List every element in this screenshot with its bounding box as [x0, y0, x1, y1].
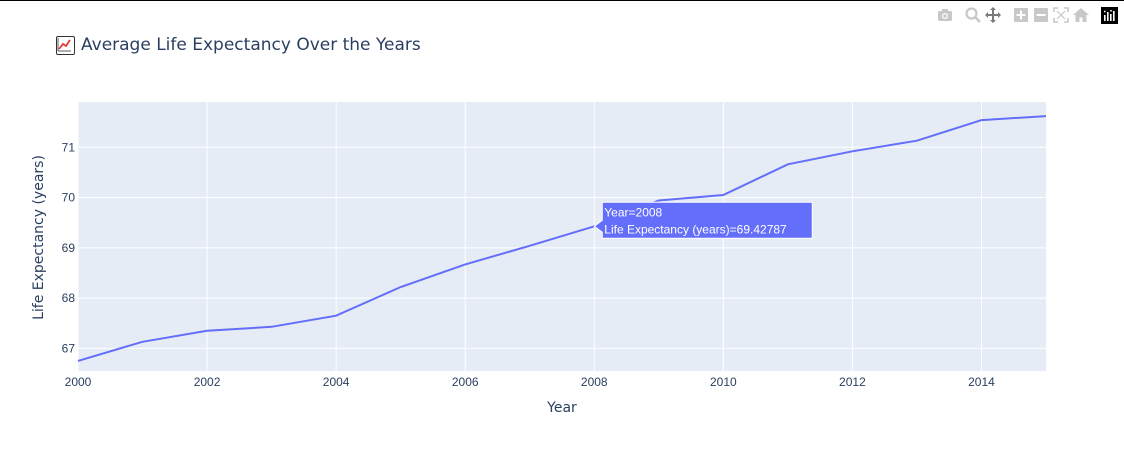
chart-title: Average Life Expectancy Over the Years: [56, 35, 421, 55]
camera-icon[interactable]: [935, 5, 955, 25]
x-tick-label: 2010: [710, 375, 737, 389]
reset-axes-icon[interactable]: [1071, 5, 1091, 25]
tooltip-year: Year=2008: [604, 205, 662, 219]
zoom-in-icon[interactable]: [1011, 5, 1031, 25]
x-tick-label: 2008: [581, 375, 608, 389]
y-tick-label: 71: [62, 140, 76, 154]
gridlines: [77, 102, 1046, 371]
x-tick-label: 2002: [194, 375, 221, 389]
autoscale-icon[interactable]: [1051, 5, 1071, 25]
zoom-out-icon[interactable]: [1031, 5, 1051, 25]
y-tick-label: 68: [62, 291, 76, 305]
series-line: [77, 115, 1047, 362]
x-axis-ticks: 2000 2002 2004 2006 2008 2010 2012 2014: [65, 375, 995, 389]
y-axis-ticks: 67 68 69 70 71: [62, 140, 76, 355]
chart-increasing-icon: [56, 35, 75, 55]
x-tick-label: 2006: [452, 375, 479, 389]
chart-title-text: Average Life Expectancy Over the Years: [81, 35, 421, 55]
y-tick-label: 69: [62, 241, 76, 255]
x-tick-label: 2014: [968, 375, 995, 389]
y-tick-label: 67: [62, 341, 76, 355]
zoom-icon[interactable]: [963, 5, 983, 25]
x-axis-title: Year: [546, 400, 577, 416]
y-axis-title: Life Expectancy (years): [31, 155, 47, 320]
x-tick-label: 2012: [839, 375, 866, 389]
hover-tooltip: Year=2008 Life Expectancy (years)=69.427…: [593, 201, 813, 239]
modebar: [935, 5, 1118, 25]
tooltip-box: [593, 201, 813, 239]
pan-icon[interactable]: [983, 5, 1003, 25]
plotly-logo-icon[interactable]: [1101, 6, 1118, 24]
x-tick-label: 2004: [323, 375, 350, 389]
y-tick-label: 70: [62, 191, 76, 205]
tooltip-value: Life Expectancy (years)=69.42787: [604, 222, 787, 236]
x-tick-label: 2000: [65, 375, 92, 389]
